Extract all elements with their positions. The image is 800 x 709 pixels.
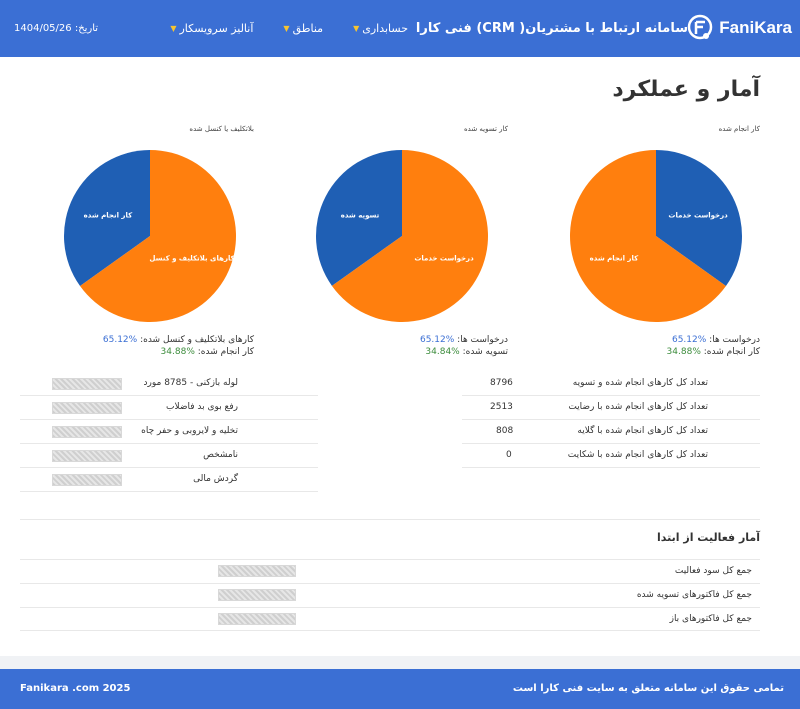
stat-row: تعداد کل کارهای انجام شده با شکایت 0 bbox=[462, 444, 760, 468]
pie-slice bbox=[570, 150, 726, 322]
pie-slice bbox=[80, 150, 236, 322]
service-row: نامشخص bbox=[20, 444, 318, 468]
nav-regions-label: مناطق bbox=[292, 22, 324, 35]
service-row: رفع بوی بد فاضلاب bbox=[20, 396, 318, 420]
pie-slice bbox=[63, 150, 151, 287]
stat-value: 8796 bbox=[490, 378, 513, 388]
pie-slice-label: تسویه شده bbox=[341, 211, 380, 219]
pie-slice bbox=[656, 150, 742, 287]
chart-2-title: کار تسویه شده bbox=[463, 125, 508, 133]
activity-row: جمع کل فاکتورهای تسویه شده bbox=[20, 583, 760, 607]
stat-row: تعداد کل کارهای انجام شده با گلایه 808 bbox=[462, 420, 760, 444]
jobs-stats-table: تعداد کل کارهای انجام شده و تسویه 8796 تع… bbox=[462, 372, 760, 468]
stat-value: 0 bbox=[506, 450, 512, 460]
footer-rights: تمامی حقوق این سامانه متعلق به سایت فنی … bbox=[512, 683, 784, 694]
chart-3-legend-item-2: کار انجام شده: %34.88 bbox=[160, 347, 254, 357]
stat-label: تعداد کل کارهای انجام شده با شکایت bbox=[567, 450, 708, 460]
fanikara-logo-icon bbox=[688, 14, 713, 40]
current-date: تاریخ: 1404/05/26 bbox=[14, 23, 99, 34]
nav-technician-analysis-label: آنالیز سرویسکار bbox=[179, 22, 254, 35]
nav-technician-analysis[interactable]: آنالیز سرویسکار ▼ bbox=[170, 22, 253, 35]
redacted-value bbox=[218, 565, 296, 577]
chart-2-legend-item-2: تسویه شده: %34.84 bbox=[425, 347, 508, 357]
caret-down-icon: ▼ bbox=[353, 24, 360, 33]
chart-2-legend-item-1: درخواست ها: %65.12 bbox=[419, 335, 508, 345]
chart-1-legend: درخواست ها: %65.12 کار انجام شده: %34.88 bbox=[667, 334, 760, 358]
redacted-value bbox=[218, 613, 296, 625]
chart-1-pie: درخواست خدمات کار انجام شده bbox=[570, 150, 742, 322]
stat-value: 2513 bbox=[490, 402, 513, 412]
chart-1-title: کار انجام شده bbox=[718, 125, 760, 133]
pie-slice-label: درخواست خدمات bbox=[414, 255, 474, 263]
redacted-value bbox=[52, 378, 122, 390]
chart-1-legend-item-2: کار انجام شده: %34.88 bbox=[666, 347, 760, 357]
redacted-value bbox=[52, 450, 122, 462]
caret-down-icon: ▼ bbox=[170, 24, 177, 33]
redacted-value bbox=[52, 474, 122, 486]
redacted-value bbox=[218, 589, 296, 601]
top-navbar: FaniKara سامانه ارتباط با مشتریان( CRM) … bbox=[0, 0, 800, 57]
main-nav: حسابداری ▼ مناطق ▼ آنالیز سرویسکار ▼ bbox=[170, 22, 408, 35]
pie-slice bbox=[331, 150, 489, 322]
pie-slice bbox=[316, 150, 402, 286]
service-label: نامشخص bbox=[203, 450, 238, 460]
page-title: آمار و عملکرد bbox=[612, 77, 760, 102]
service-row: گردش مالی bbox=[20, 468, 318, 492]
chart-3-legend-item-1: کارهای بلاتکلیف و کنسل شده: %65.12 bbox=[102, 335, 254, 345]
brand-name: FaniKara bbox=[719, 18, 792, 37]
service-label: رفع بوی بد فاضلاب bbox=[166, 402, 238, 412]
pie-slice-label: کار انجام شده bbox=[84, 211, 133, 219]
stat-label: تعداد کل کارهای انجام شده و تسویه bbox=[572, 378, 708, 388]
redacted-value bbox=[52, 426, 122, 438]
stat-value: 808 bbox=[496, 426, 514, 436]
activity-section-title: آمار فعالیت از ابتدا bbox=[657, 531, 760, 544]
activity-row: جمع کل سود فعالیت bbox=[20, 559, 760, 583]
chart-2-pie: تسویه شده درخواست خدمات bbox=[316, 150, 489, 322]
activity-label: جمع کل سود فعالیت bbox=[674, 566, 752, 576]
footer-copyright: Fanikara .com 2025 bbox=[20, 683, 131, 694]
chart-2-legend: درخواست ها: %65.12 تسویه شده: %34.84 bbox=[420, 334, 508, 358]
activity-label: جمع کل فاکتورهای تسویه شده bbox=[636, 590, 752, 600]
app-title: سامانه ارتباط با مشتریان( CRM) فنی کارا bbox=[415, 21, 688, 36]
stat-row: تعداد کل کارهای انجام شده و تسویه 8796 bbox=[462, 372, 760, 396]
activity-row: جمع کل فاکتورهای باز bbox=[20, 607, 760, 631]
nav-accounting[interactable]: حسابداری ▼ bbox=[353, 22, 408, 35]
service-label: گردش مالی bbox=[193, 474, 238, 484]
chart-1-legend-item-1: درخواست ها: %65.12 bbox=[671, 335, 760, 345]
pie-slice-label: کارهای بلاتکلیف و کنسل bbox=[149, 255, 235, 263]
chart-3-title: بلاتکلیف یا کنسل شده bbox=[189, 125, 254, 133]
service-row: تخلیه و لایروبی و حفر چاه bbox=[20, 420, 318, 444]
service-row: لوله بازکنی - 8785 مورد bbox=[20, 372, 318, 396]
pie-slice-label: کار انجام شده bbox=[590, 255, 639, 263]
stat-label: تعداد کل کارهای انجام شده با گلایه bbox=[577, 426, 708, 436]
chart-3-pie: کار انجام شده کارهای بلاتکلیف و کنسل bbox=[63, 150, 236, 322]
nav-accounting-label: حسابداری bbox=[362, 22, 408, 35]
service-type-table: لوله بازکنی - 8785 مورد رفع بوی بد فاضلا… bbox=[20, 372, 318, 492]
brand-logo[interactable]: FaniKara bbox=[687, 12, 792, 44]
footer: تمامی حقوق این سامانه متعلق به سایت فنی … bbox=[0, 669, 800, 709]
redacted-value bbox=[52, 402, 122, 414]
activity-label: جمع کل فاکتورهای باز bbox=[669, 614, 752, 624]
stat-label: تعداد کل کارهای انجام شده با رضایت bbox=[568, 402, 708, 412]
footer-spacer bbox=[0, 656, 800, 669]
service-label: تخلیه و لایروبی و حفر چاه bbox=[141, 426, 238, 436]
service-label: لوله بازکنی - 8785 مورد bbox=[143, 378, 238, 388]
nav-regions[interactable]: مناطق ▼ bbox=[283, 22, 323, 35]
chart-3-legend: کارهای بلاتکلیف و کنسل شده: %65.12 کار ا… bbox=[103, 334, 254, 358]
section-divider bbox=[20, 519, 760, 520]
stat-row: تعداد کل کارهای انجام شده با رضایت 2513 bbox=[462, 396, 760, 420]
pie-slice-label: درخواست خدمات bbox=[668, 211, 728, 219]
caret-down-icon: ▼ bbox=[283, 24, 290, 33]
